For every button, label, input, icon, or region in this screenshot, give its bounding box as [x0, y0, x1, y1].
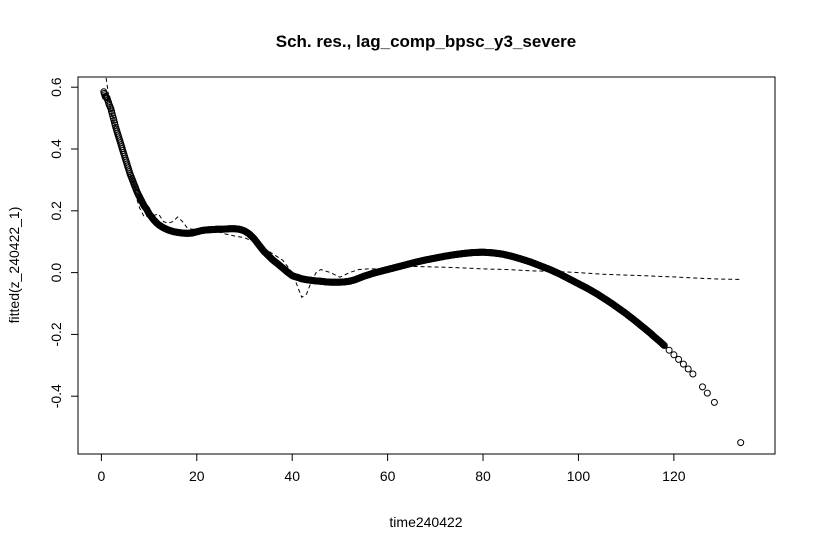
- y-tick-label: 0.6: [48, 77, 64, 97]
- data-point: [675, 355, 683, 363]
- x-axis-label: time240422: [389, 514, 462, 530]
- dashed-series-line: [105, 77, 741, 299]
- x-tick-label: 120: [662, 468, 686, 484]
- data-point: [710, 398, 718, 406]
- y-tick-label: 0.2: [48, 201, 64, 221]
- data-point: [670, 351, 678, 359]
- x-tick-label: 80: [475, 468, 491, 484]
- data-point: [665, 346, 673, 354]
- x-tick-label: 100: [567, 468, 591, 484]
- x-axis: 0 20 40 60 80 100 120: [97, 453, 686, 484]
- residual-points-series: [100, 88, 745, 447]
- data-point: [679, 360, 687, 368]
- x-tick-label: 20: [189, 468, 205, 484]
- y-tick-label: -0.4: [48, 384, 64, 408]
- y-tick-label: 0.0: [48, 263, 64, 283]
- plot-frame: [77, 76, 776, 455]
- data-point: [684, 365, 692, 373]
- data-point: [660, 342, 668, 349]
- x-tick-label: 0: [97, 468, 105, 484]
- smooth-dashed-series: [105, 77, 741, 299]
- y-tick-label: 0.4: [48, 139, 64, 159]
- x-tick-label: 40: [284, 468, 300, 484]
- data-point: [703, 389, 711, 397]
- data-point: [659, 340, 666, 348]
- y-tick-label: -0.2: [48, 322, 64, 346]
- data-point: [689, 370, 697, 378]
- chart-title: Sch. res., lag_comp_bpsc_y3_severe: [276, 32, 577, 51]
- x-tick-label: 60: [380, 468, 396, 484]
- data-point: [737, 439, 745, 447]
- y-axis-label: fitted(z_240422_1): [6, 207, 22, 324]
- y-axis: -0.4 -0.2 0.0 0.2 0.4 0.6: [48, 77, 79, 408]
- data-point: [699, 383, 706, 391]
